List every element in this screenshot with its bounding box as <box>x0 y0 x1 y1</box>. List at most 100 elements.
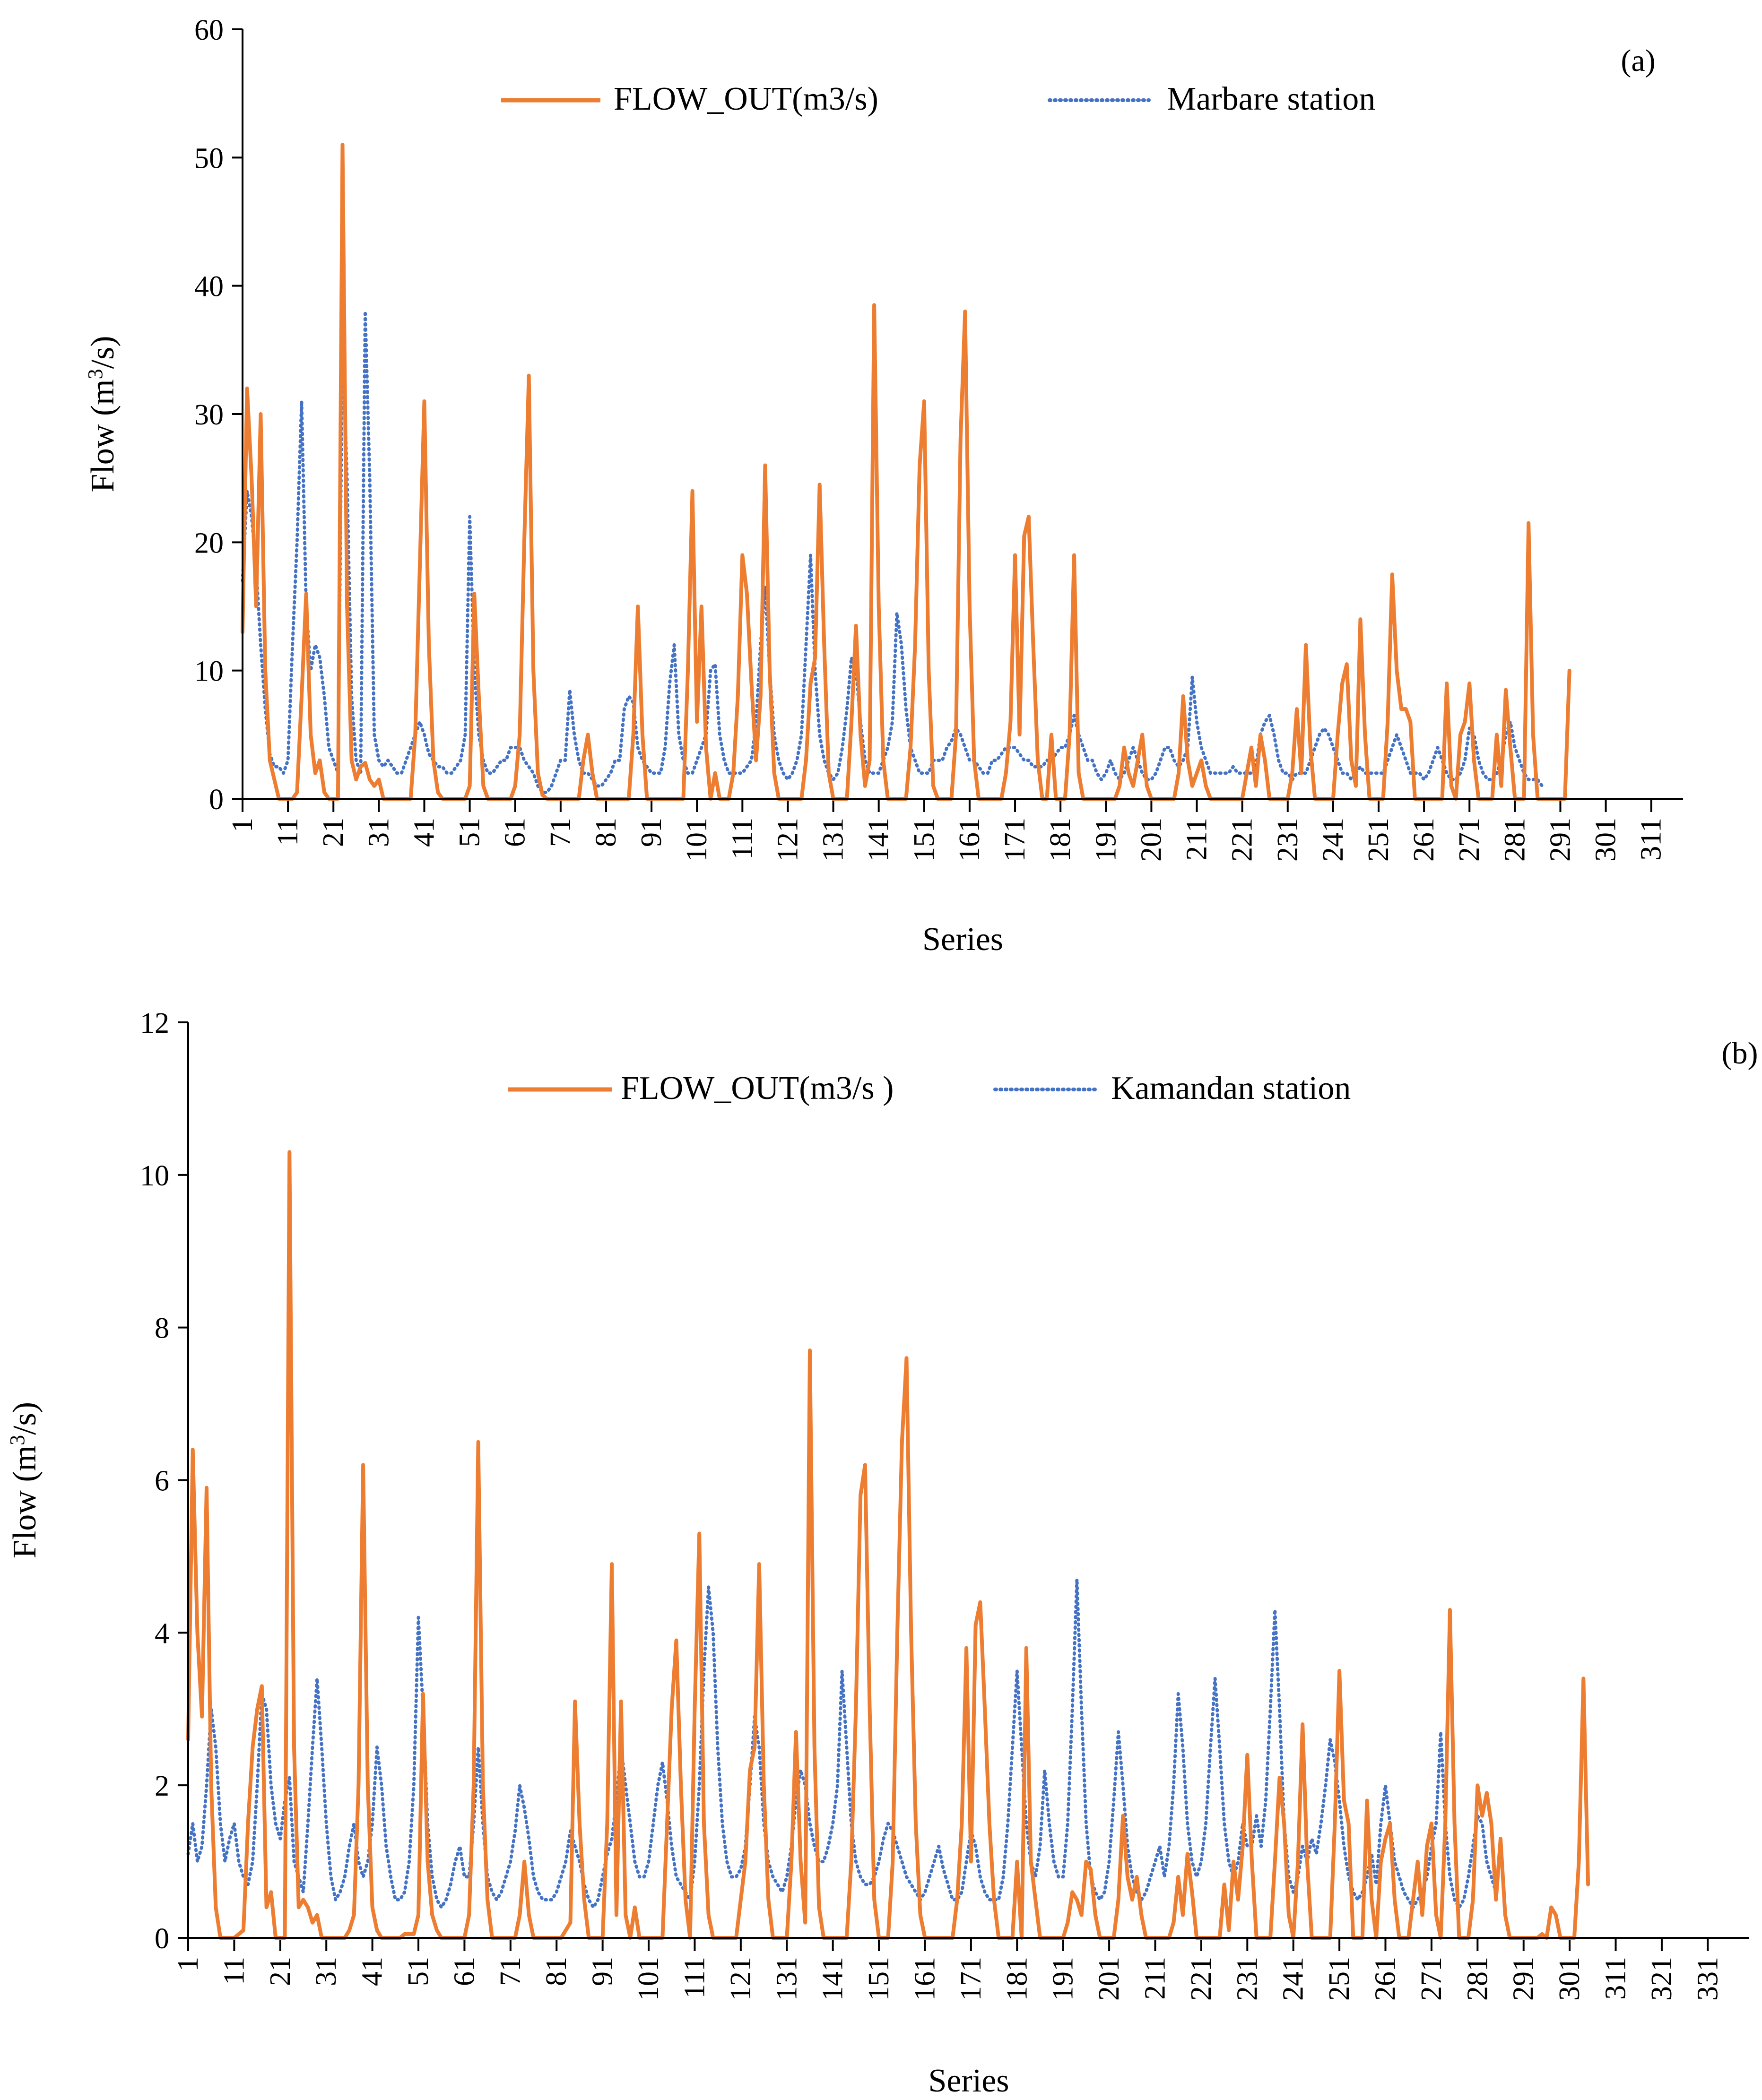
y-tick-label: 0 <box>209 784 224 816</box>
y-tick-label: 2 <box>155 1770 169 1802</box>
legend-label-observed: Kamandan station <box>1111 1070 1351 1106</box>
x-tick-label: 11 <box>218 1957 250 1985</box>
x-tick-label: 161 <box>909 1957 941 2001</box>
y-axis-title-b-suffix: /s) <box>7 1402 43 1435</box>
x-tick-label: 291 <box>1508 1957 1540 2001</box>
y-tick-label: 10 <box>194 656 224 688</box>
x-tick-label: 31 <box>363 818 395 847</box>
x-tick-label: 251 <box>1323 1957 1355 2001</box>
x-tick-label: 251 <box>1363 818 1395 862</box>
x-tick-label: 21 <box>264 1957 296 1986</box>
x-tick-label: 41 <box>408 818 440 847</box>
x-tick-label: 131 <box>771 1957 803 2001</box>
x-tick-label: 261 <box>1408 818 1440 862</box>
x-tick-label: 171 <box>999 818 1031 862</box>
x-axis-title-a: Series <box>922 921 1003 958</box>
x-tick-label: 181 <box>1044 818 1076 862</box>
x-tick-label: 311 <box>1635 818 1667 861</box>
x-tick-label: 1 <box>226 818 259 832</box>
x-tick-label: 301 <box>1554 1957 1586 2001</box>
panel-label-a: (a) <box>1621 43 1655 78</box>
y-axis-title-b-sup: 3 <box>6 1435 29 1445</box>
x-tick-label: 221 <box>1185 1957 1217 2001</box>
x-tick-label: 101 <box>681 818 713 862</box>
x-tick-label: 221 <box>1226 818 1259 862</box>
x-tick-label: 141 <box>863 818 895 862</box>
series-group-b <box>186 1150 1590 1940</box>
legend-label-flow-out: FLOW_OUT(m3/s ) <box>621 1070 894 1106</box>
x-tick-label: 51 <box>402 1957 434 1986</box>
x-tick-label: 41 <box>356 1957 389 1986</box>
x-tick-label: 91 <box>635 818 668 847</box>
x-tick-label: 281 <box>1461 1957 1493 2001</box>
y-tick-label: 6 <box>155 1465 169 1497</box>
y-axis-ticks-a: 0 10 20 30 40 50 60 <box>194 14 243 816</box>
x-tick-label: 91 <box>587 1957 619 1986</box>
x-tick-label: 11 <box>272 818 304 846</box>
x-tick-label: 211 <box>1139 1957 1171 2000</box>
legend-b: FLOW_OUT(m3/s ) Kamandan station <box>508 1070 1351 1106</box>
x-axis-ticks-b: 1 11 21 31 41 51 61 71 81 91 101 111 121 131 141 151 161… <box>172 1938 1724 2001</box>
observed-station-series-line-b <box>186 1577 1498 1909</box>
x-tick-label: 181 <box>1001 1957 1033 2001</box>
x-tick-label: 241 <box>1317 818 1349 862</box>
x-tick-label: 61 <box>448 1957 480 1986</box>
x-tick-label: 171 <box>955 1957 987 2001</box>
x-tick-label: 131 <box>817 818 850 862</box>
x-tick-label: 201 <box>1093 1957 1125 2001</box>
x-tick-label: 291 <box>1544 818 1576 862</box>
x-tick-label: 301 <box>1590 818 1622 862</box>
y-axis-title-a-prefix: Flow (m <box>85 379 121 492</box>
x-tick-label: 121 <box>772 818 804 862</box>
x-tick-label: 51 <box>454 818 486 847</box>
x-tick-label: 241 <box>1277 1957 1310 2001</box>
x-tick-label: 211 <box>1181 818 1213 861</box>
x-tick-label: 111 <box>726 818 758 859</box>
x-axis-ticks-a: 1 11 21 31 41 51 61 71 81 91 101 111 121 131 141 151 161… <box>226 799 1667 862</box>
x-tick-label: 261 <box>1370 1957 1402 2001</box>
y-tick-label: 10 <box>140 1160 169 1192</box>
x-tick-label: 281 <box>1499 818 1531 862</box>
x-tick-label: 81 <box>590 818 622 847</box>
x-tick-label: 121 <box>725 1957 757 2001</box>
observed-station-series-line-a <box>241 310 1544 794</box>
x-tick-label: 271 <box>1415 1957 1448 2001</box>
x-tick-label: 161 <box>954 818 986 862</box>
y-tick-label: 0 <box>155 1923 169 1955</box>
x-tick-label: 231 <box>1231 1957 1263 2001</box>
x-tick-label: 141 <box>817 1957 849 2001</box>
x-tick-label: 151 <box>908 818 940 862</box>
x-tick-label: 271 <box>1453 818 1485 862</box>
x-tick-label: 81 <box>540 1957 573 1986</box>
y-tick-label: 8 <box>155 1313 169 1345</box>
y-tick-label: 30 <box>194 399 224 431</box>
y-tick-label: 12 <box>140 1007 169 1039</box>
flow-out-series-line-a <box>241 143 1571 801</box>
legend-label-observed: Marbare station <box>1167 81 1375 117</box>
x-tick-label: 71 <box>495 1957 527 1986</box>
x-tick-label: 111 <box>678 1957 711 1998</box>
y-tick-label: 40 <box>194 271 224 303</box>
x-tick-label: 31 <box>310 1957 342 1986</box>
x-tick-label: 201 <box>1135 818 1167 862</box>
x-tick-label: 151 <box>863 1957 895 2001</box>
x-tick-label: 331 <box>1692 1957 1724 2001</box>
x-tick-label: 231 <box>1272 818 1304 862</box>
x-tick-label: 321 <box>1646 1957 1678 2001</box>
y-tick-label: 20 <box>194 527 224 559</box>
y-tick-label: 4 <box>155 1617 169 1650</box>
x-tick-label: 191 <box>1090 818 1122 862</box>
y-axis-ticks-b: 0 2 4 6 8 10 12 <box>140 1007 188 1955</box>
y-tick-label: 50 <box>194 142 224 174</box>
legend-a: FLOW_OUT(m3/s) Marbare station <box>501 81 1375 117</box>
y-axis-title-a-suffix: /s) <box>85 336 121 369</box>
y-axis-title-a: Flow (m3/s) <box>84 336 122 492</box>
x-tick-label: 101 <box>633 1957 665 2001</box>
panel-label-b: (b) <box>1722 1036 1758 1071</box>
x-tick-label: 21 <box>317 818 349 847</box>
y-axis-title-b: Flow (m3/s) <box>6 1402 43 1558</box>
x-tick-label: 61 <box>499 818 531 847</box>
